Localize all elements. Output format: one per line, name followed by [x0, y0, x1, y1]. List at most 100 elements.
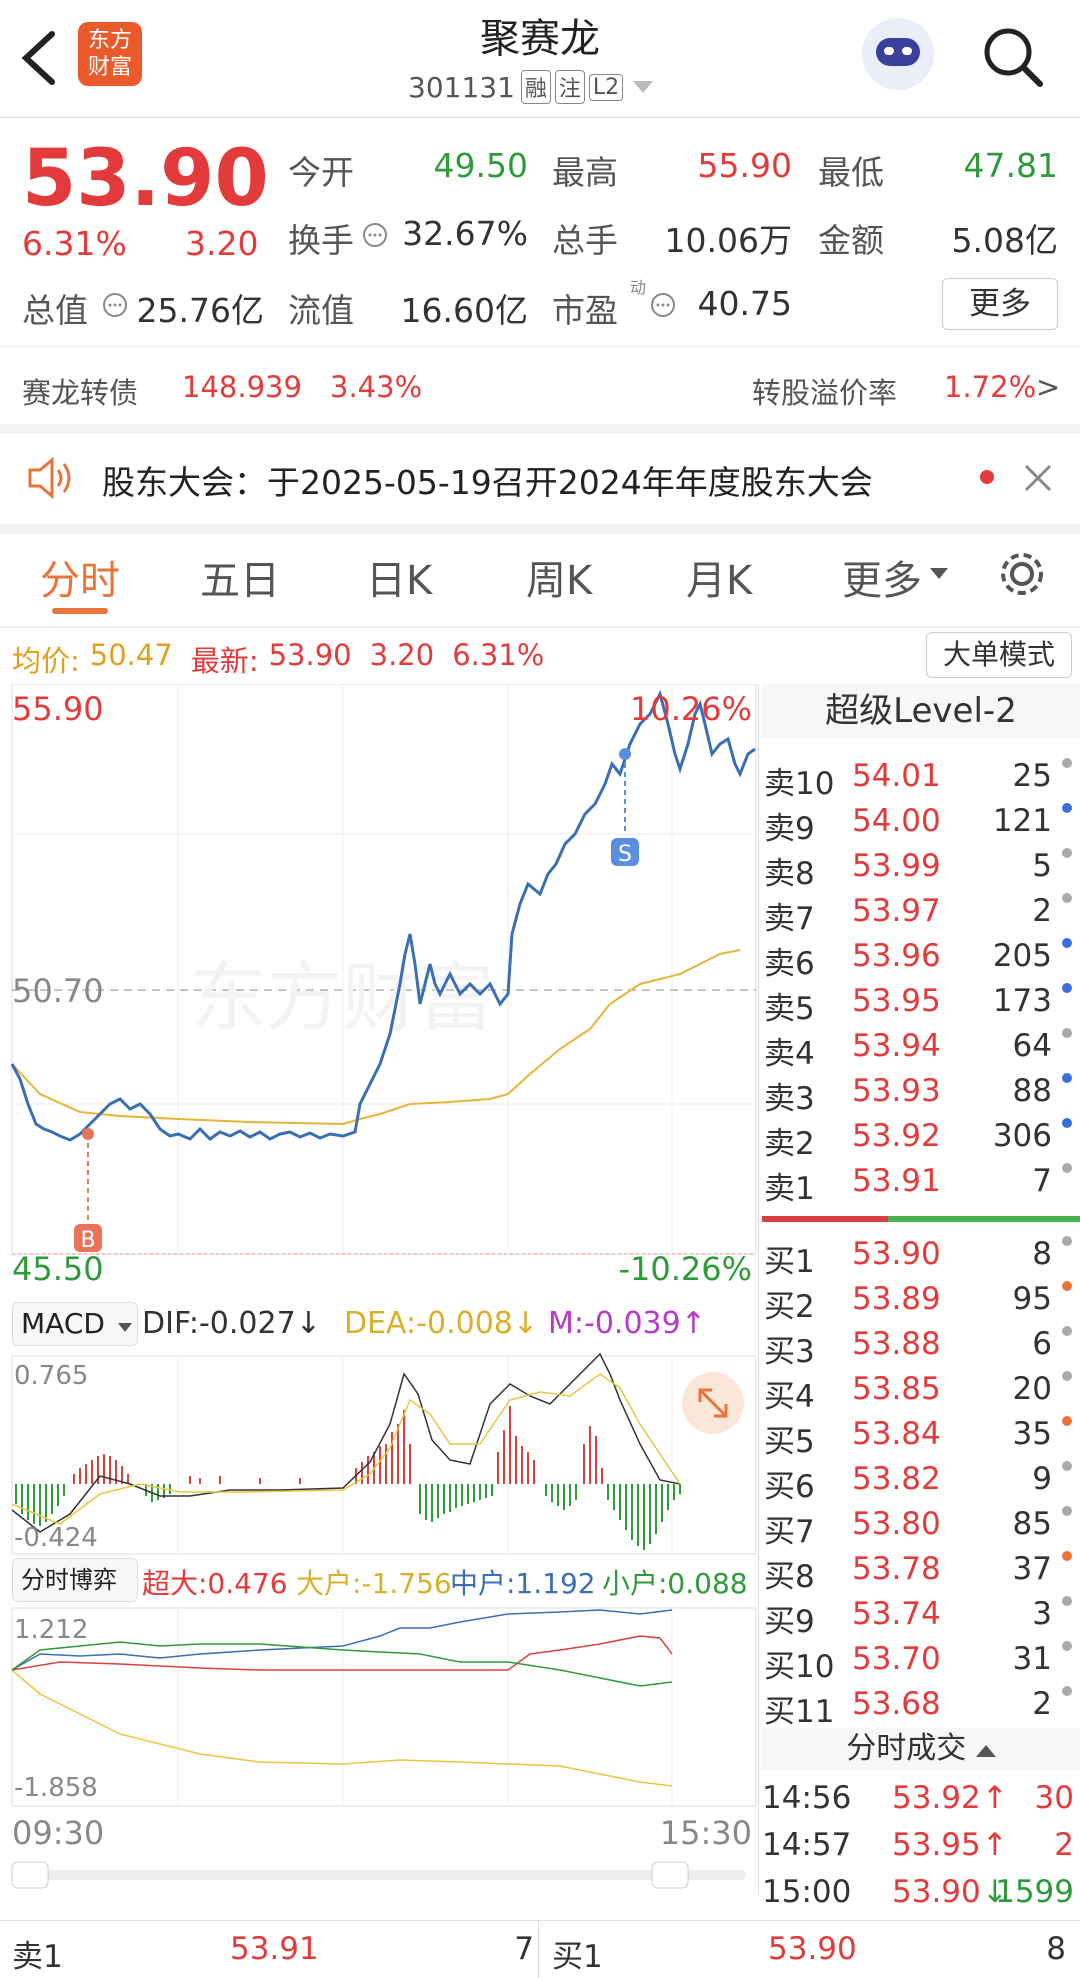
- pe-value: 40.75: [697, 284, 792, 323]
- order-dot: [1062, 848, 1072, 858]
- tag-margin: 融: [520, 70, 551, 104]
- order-price: 53.78: [852, 1551, 941, 1587]
- order-level-label: 卖5: [764, 991, 815, 1027]
- float-label: 流值: [288, 291, 354, 330]
- order-level-label: 买6: [764, 1469, 815, 1505]
- tab-monthly-k[interactable]: 月K: [686, 558, 753, 604]
- bond-name[interactable]: 赛龙转债: [22, 376, 139, 410]
- order-price: 53.68: [852, 1686, 941, 1722]
- search-icon[interactable]: [980, 24, 1044, 88]
- order-dot: [1062, 1028, 1072, 1038]
- tick-row: 15:00 53.90 ↓ 1599: [762, 1874, 1080, 1918]
- high-value: 55.90: [697, 146, 792, 185]
- sell-order-row[interactable]: 卖10 54.01 25: [762, 758, 1080, 803]
- order-volume: 306: [992, 1118, 1052, 1154]
- change-value: 3.20: [185, 224, 259, 263]
- robot-assistant-icon[interactable]: [862, 18, 934, 90]
- macd-label: MACD: [21, 1307, 105, 1340]
- tick-price: 53.95: [892, 1827, 981, 1863]
- sell-order-row[interactable]: 卖9 54.00 121: [762, 803, 1080, 848]
- buy-order-row[interactable]: 买8 53.78 37: [762, 1551, 1080, 1596]
- order-price: 53.85: [852, 1371, 941, 1407]
- stock-code-line[interactable]: 301131 融 注 L2: [408, 70, 655, 104]
- range-scrollbar[interactable]: [12, 1870, 746, 1880]
- order-level-label: 买3: [764, 1334, 815, 1370]
- bottom-buy-price: 53.90: [768, 1931, 857, 1967]
- tab-more[interactable]: 更多: [842, 558, 922, 604]
- macd-selector[interactable]: MACD: [12, 1302, 138, 1346]
- range-handle-left[interactable]: [11, 1861, 49, 1889]
- stock-code: 301131: [408, 70, 515, 104]
- tick-direction-icon: ↓: [982, 1874, 1008, 1910]
- sell-order-row[interactable]: 卖1 53.91 7: [762, 1163, 1080, 1208]
- order-price: 53.99: [852, 848, 941, 884]
- buy-order-row[interactable]: 买5 53.84 35: [762, 1416, 1080, 1461]
- sell-order-row[interactable]: 卖5 53.95 173: [762, 983, 1080, 1028]
- low-label: 最低: [818, 153, 884, 192]
- info-icon[interactable]: [650, 292, 676, 318]
- sell-order-row[interactable]: 卖3 53.93 88: [762, 1073, 1080, 1118]
- order-price: 53.80: [852, 1506, 941, 1542]
- order-volume: 31: [1012, 1641, 1052, 1677]
- intraday-chart[interactable]: 东方财富 B S 55.90 10.26% 50.70 45.50 -10.26…: [0, 684, 760, 1894]
- tab-daily-k[interactable]: 日K: [366, 558, 433, 604]
- avg-price-line: [11, 949, 741, 1126]
- header-bar: 东方 财富 聚赛龙 301131 融 注 L2: [0, 0, 1080, 118]
- game-selector[interactable]: 分时博弈: [12, 1558, 138, 1602]
- tick-row: 14:57 53.95 ↑ 2: [762, 1827, 1080, 1871]
- close-icon[interactable]: [1022, 462, 1054, 494]
- info-icon[interactable]: [102, 292, 128, 318]
- order-volume: 88: [1012, 1073, 1052, 1109]
- order-price: 53.91: [852, 1163, 941, 1199]
- pct-axis-top: 10.26%: [630, 690, 752, 728]
- sell-order-row[interactable]: 卖4 53.94 64: [762, 1028, 1080, 1073]
- ticks-header[interactable]: 分时成交: [762, 1728, 1080, 1770]
- notice-text[interactable]: 股东大会：于2025-05-19召开2024年年度股东大会: [102, 463, 873, 502]
- bottom-sell-price: 53.91: [230, 1931, 319, 1967]
- game-medium-line: [11, 1609, 673, 1671]
- price-line: [10, 689, 756, 1142]
- tab-five-day[interactable]: 五日: [200, 558, 280, 604]
- tab-weekly-k[interactable]: 周K: [526, 558, 593, 604]
- buy-order-row[interactable]: 买6 53.82 9: [762, 1461, 1080, 1506]
- buy-order-row[interactable]: 买4 53.85 20: [762, 1371, 1080, 1416]
- tab-intraday[interactable]: 分时: [40, 558, 120, 604]
- amount-label: 金额: [818, 221, 884, 260]
- more-button[interactable]: 更多: [942, 278, 1058, 330]
- expand-icon[interactable]: [682, 1372, 744, 1434]
- order-volume: 205: [992, 938, 1052, 974]
- range-handle-right[interactable]: [651, 1861, 689, 1889]
- info-icon[interactable]: [362, 222, 388, 248]
- mktcap-value: 25.76亿: [136, 291, 264, 330]
- premium-value: 1.72%: [944, 370, 1037, 404]
- buy-marker[interactable]: [74, 1224, 102, 1252]
- chevron-right-icon[interactable]: >: [1036, 370, 1061, 404]
- buy-order-row[interactable]: 买7 53.80 85: [762, 1506, 1080, 1551]
- tick-volume: 1599: [995, 1874, 1074, 1910]
- sell-marker[interactable]: [611, 838, 639, 866]
- high-label: 最高: [552, 153, 618, 192]
- buy-order-row[interactable]: 买1 53.90 8: [762, 1236, 1080, 1281]
- buy-order-row[interactable]: 买10 53.70 31: [762, 1641, 1080, 1686]
- order-price: 53.93: [852, 1073, 941, 1109]
- buy-order-row[interactable]: 买11 53.68 2: [762, 1686, 1080, 1731]
- gear-icon[interactable]: [996, 548, 1048, 600]
- buy-order-row[interactable]: 买2 53.89 95: [762, 1281, 1080, 1326]
- order-volume: 37: [1012, 1551, 1052, 1587]
- order-dot: [1062, 938, 1072, 948]
- sell-order-row[interactable]: 卖6 53.96 205: [762, 938, 1080, 983]
- sell-order-row[interactable]: 卖2 53.92 306: [762, 1118, 1080, 1163]
- order-price: 53.84: [852, 1416, 941, 1452]
- sell-point-dot: [619, 748, 631, 760]
- turnover-label: 换手: [288, 221, 354, 260]
- level2-title[interactable]: 超级Level-2: [762, 684, 1080, 738]
- big-order-mode-button[interactable]: 大单模式: [926, 632, 1072, 678]
- buy-order-row[interactable]: 买3 53.88 6: [762, 1326, 1080, 1371]
- sell-order-row[interactable]: 卖8 53.99 5: [762, 848, 1080, 893]
- back-icon[interactable]: [18, 30, 58, 86]
- time-axis-start: 09:30: [12, 1814, 104, 1852]
- buy-order-row[interactable]: 买9 53.74 3: [762, 1596, 1080, 1641]
- order-level-label: 卖3: [764, 1081, 815, 1117]
- sell-order-row[interactable]: 卖7 53.97 2: [762, 893, 1080, 938]
- order-volume: 6: [1032, 1326, 1052, 1362]
